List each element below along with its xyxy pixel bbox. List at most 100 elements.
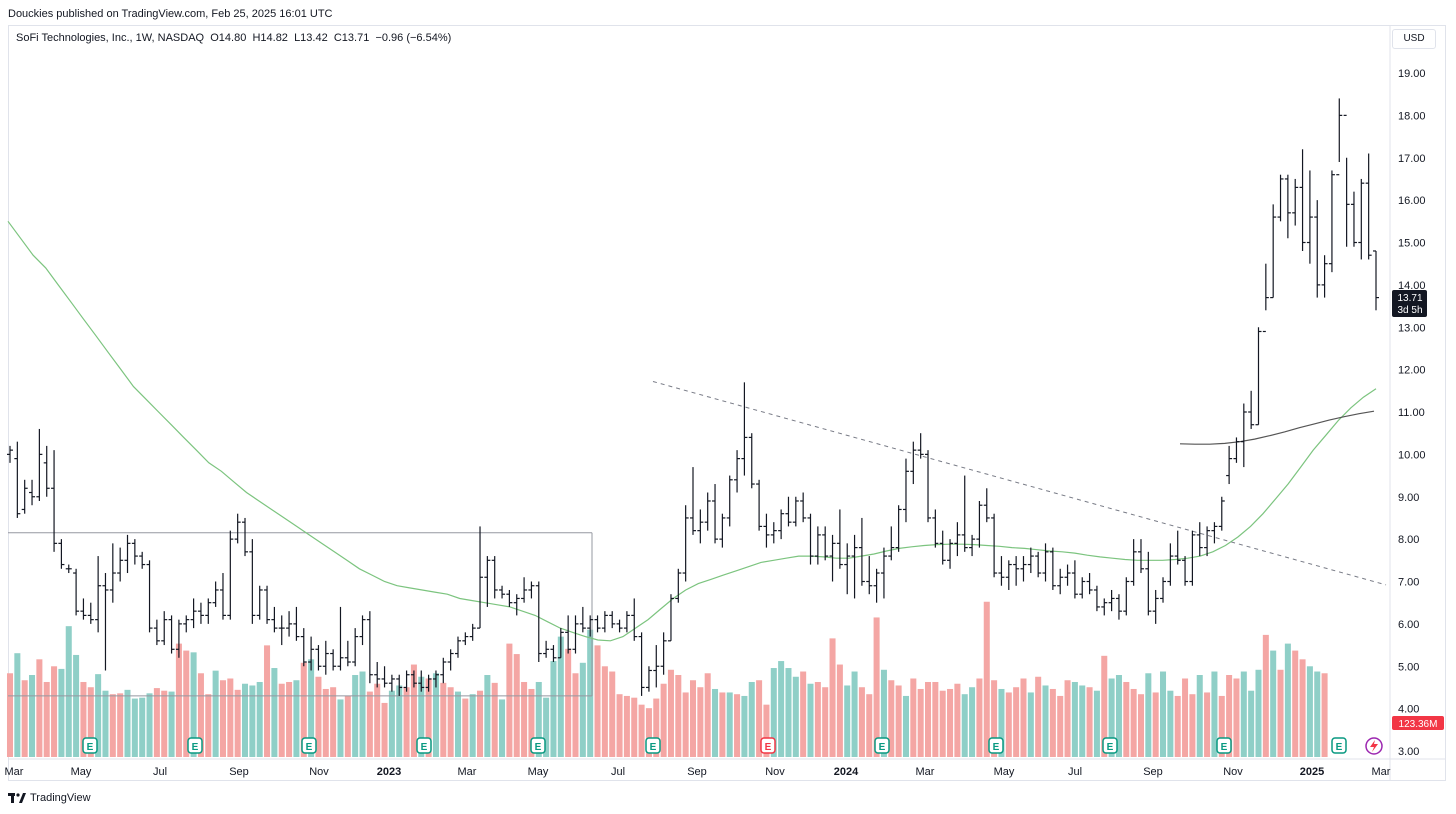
- ohlc-bar: [1299, 149, 1306, 251]
- volume-bar: [653, 698, 660, 757]
- ohlc-bar: [1255, 327, 1262, 426]
- earnings-marker-icon[interactable]: E: [874, 737, 890, 754]
- volume-bar: [1079, 685, 1086, 757]
- ohlc-bar: [587, 615, 594, 637]
- earnings-marker-icon[interactable]: E: [530, 737, 546, 754]
- earnings-marker-icon[interactable]: E: [645, 737, 661, 754]
- volume-bar: [1049, 688, 1056, 757]
- ohlc-bar: [1292, 178, 1299, 226]
- time-tick-label: Jul: [611, 766, 625, 778]
- volume-bar: [836, 664, 843, 757]
- price-axis: 19.00 18.00 17.00 16.00 15.00 14.00 13.00 12.00…: [1389, 25, 1426, 781]
- ohlc-bar: [205, 598, 212, 624]
- ohlc-bar: [359, 615, 366, 646]
- earnings-marker-icon[interactable]: E: [82, 737, 98, 754]
- earnings-marker-icon[interactable]: E: [301, 737, 317, 754]
- price-tick-label: 8.00: [1398, 534, 1419, 546]
- ohlc-bar: [1189, 530, 1196, 586]
- price-tick-label: 13.00: [1398, 322, 1426, 334]
- volume-bar: [300, 662, 307, 757]
- volume-bar: [969, 687, 976, 757]
- ohlc-bar: [315, 645, 322, 671]
- ohlc-bar: [1336, 98, 1343, 176]
- ohlc-bar: [131, 539, 138, 565]
- price-tick-label: 5.00: [1398, 661, 1419, 673]
- volume-bar: [1255, 669, 1262, 757]
- time-tick-label: Sep: [1143, 766, 1163, 778]
- volume-bar: [895, 685, 902, 757]
- ohlc-bar: [1152, 589, 1159, 624]
- svg-text:E: E: [993, 742, 1000, 753]
- time-tick-label: Nov: [309, 766, 329, 778]
- volume-bar: [322, 688, 329, 757]
- volume-bar: [667, 669, 674, 757]
- legend-close: C13.71: [333, 32, 370, 44]
- ohlc-bar: [1064, 564, 1071, 586]
- volume-bar: [631, 697, 638, 757]
- ohlc-bar: [829, 534, 836, 582]
- ohlc-bar: [1108, 589, 1115, 612]
- tradingview-logo-icon: [8, 793, 26, 803]
- earnings-marker-icon[interactable]: E: [760, 737, 776, 754]
- ohlc-bar: [704, 492, 711, 531]
- volume-bar: [396, 685, 403, 757]
- ohlc-bar: [1027, 547, 1034, 574]
- ohlc-bar: [675, 568, 682, 603]
- earnings-marker-icon[interactable]: E: [1331, 737, 1347, 754]
- ohlc-bar: [1005, 560, 1012, 590]
- earnings-marker-icon[interactable]: E: [187, 737, 203, 754]
- brand-name: TradingView: [30, 792, 91, 804]
- ohlc-bar: [1233, 437, 1240, 463]
- symbol-legend: SoFi Technologies, Inc., 1W, NASDAQ O14.…: [16, 32, 451, 44]
- time-tick-label: Mar: [458, 766, 477, 778]
- earnings-marker-icon[interactable]: E: [1102, 737, 1118, 754]
- lightning-indicator-icon[interactable]: [1365, 737, 1383, 755]
- ohlc-bar: [264, 585, 271, 624]
- volume-bar: [535, 681, 542, 757]
- volume-bar: [1027, 692, 1034, 757]
- ohlc-bar: [756, 479, 763, 531]
- volume-bar: [425, 678, 432, 757]
- svg-text:E: E: [306, 742, 313, 753]
- ohlc-bar: [623, 611, 630, 633]
- ohlc-bar: [866, 556, 873, 595]
- volume-bar: [499, 699, 506, 757]
- ohlc-bar: [286, 611, 293, 637]
- svg-text:E: E: [1221, 742, 1228, 753]
- volume-bar: [858, 687, 865, 757]
- ohlc-bar: [601, 611, 608, 633]
- tradingview-brand[interactable]: TradingView: [8, 792, 91, 804]
- earnings-marker-icon[interactable]: E: [1216, 737, 1232, 754]
- earnings-marker-icon[interactable]: E: [416, 737, 432, 754]
- currency-button[interactable]: USD: [1392, 29, 1436, 49]
- ohlc-bar: [432, 670, 439, 688]
- legend-high: H14.82: [252, 32, 288, 44]
- volume-bar: [638, 704, 645, 757]
- svg-text:E: E: [879, 742, 886, 753]
- volume-bar: [844, 685, 851, 757]
- volume-bar: [763, 704, 770, 757]
- ohlc-bar: [1211, 522, 1218, 544]
- volume-bar: [645, 708, 652, 757]
- ohlc-bar: [462, 632, 469, 646]
- ohlc-bar: [697, 509, 704, 544]
- volume-bar: [616, 694, 623, 757]
- volume-bar: [1152, 692, 1159, 757]
- earnings-marker-icon[interactable]: E: [988, 737, 1004, 754]
- ohlc-bar: [58, 539, 65, 569]
- ohlc-bar: [880, 547, 887, 599]
- ohlc-bar: [499, 585, 506, 599]
- ohlc-bar: [719, 513, 726, 548]
- ohlc-layer: [7, 98, 1379, 696]
- ohlc-bar: [969, 534, 976, 557]
- price-tick-label: 12.00: [1398, 365, 1426, 377]
- ohlc-bar: [836, 509, 843, 569]
- time-tick-label: Mar: [5, 766, 24, 778]
- ohlc-bar: [858, 517, 865, 586]
- ohlc-bar: [535, 581, 542, 663]
- volume-bar: [1240, 671, 1247, 757]
- time-tick-label: Sep: [687, 766, 707, 778]
- volume-bar: [315, 676, 322, 757]
- ohlc-bar: [550, 645, 557, 663]
